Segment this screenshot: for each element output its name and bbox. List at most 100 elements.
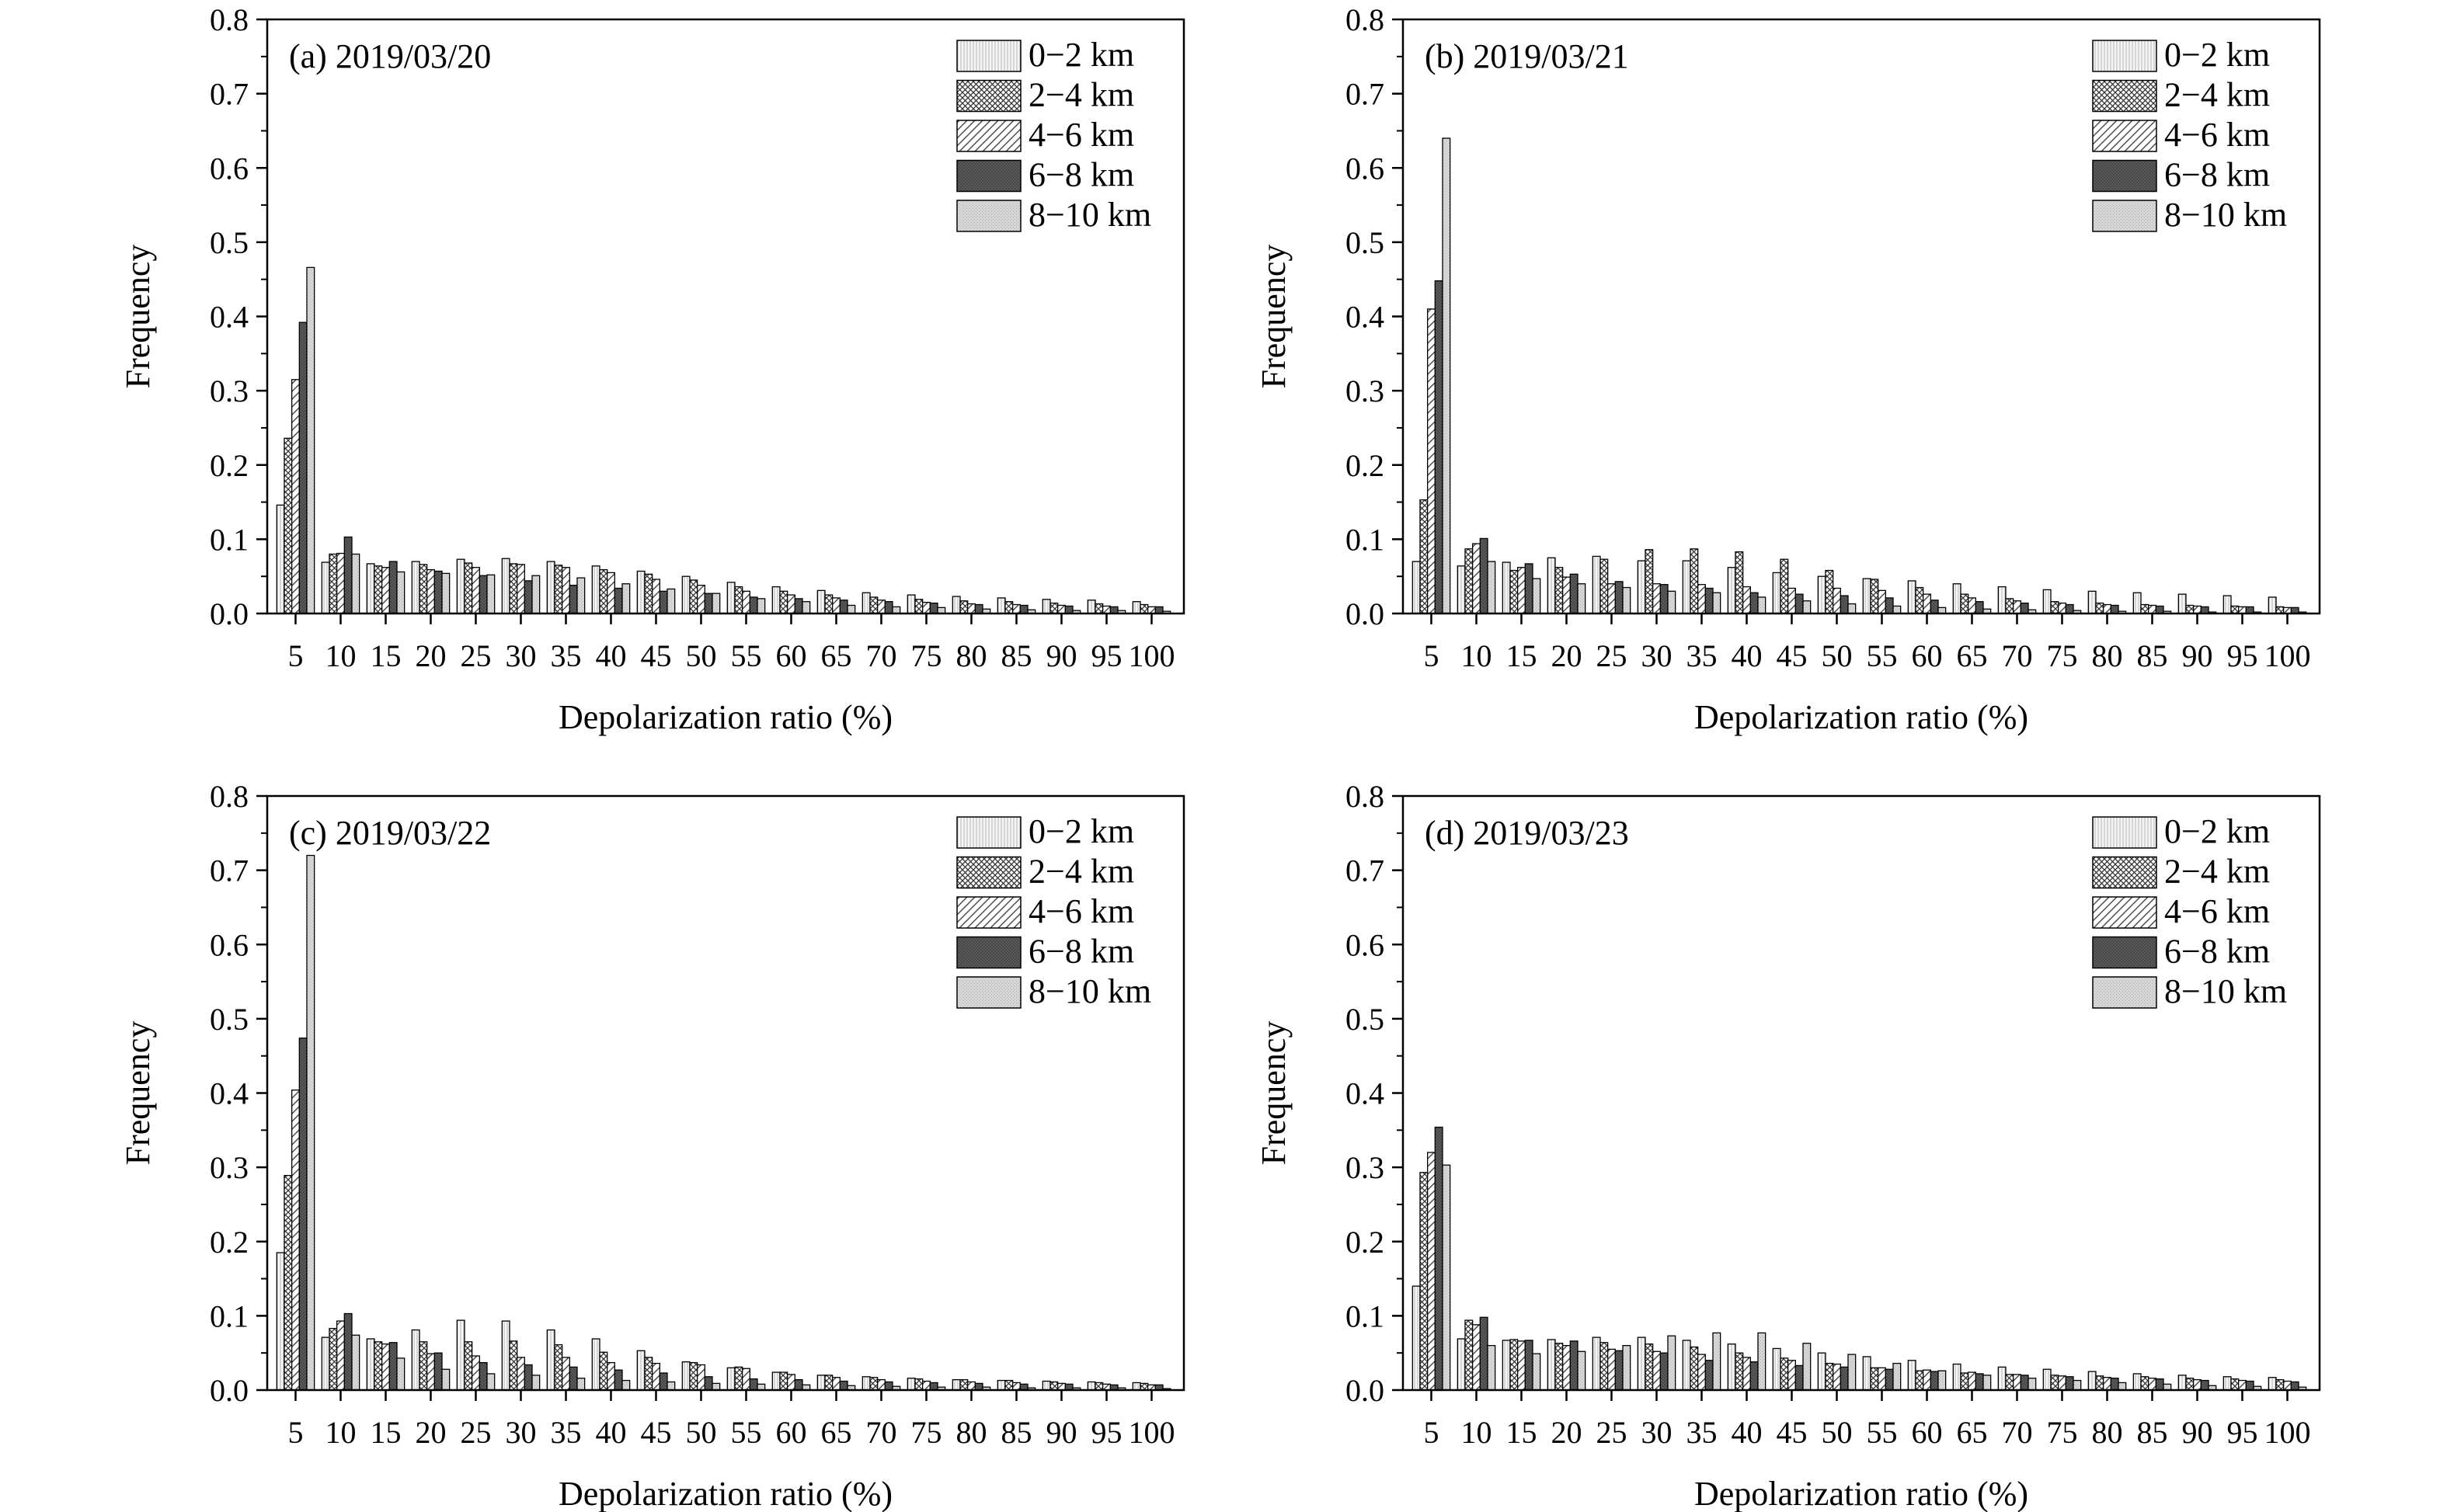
bar-3-30 — [1652, 1350, 1661, 1391]
bar-2-100 — [1140, 1382, 1149, 1391]
bar-1-100 — [1132, 1382, 1141, 1391]
bar-1-60 — [1907, 580, 1916, 614]
bar-3-85 — [2147, 604, 2156, 614]
legend-swatch — [956, 896, 1022, 929]
bar-2-5 — [284, 437, 293, 614]
bar-2-95 — [1095, 1382, 1104, 1391]
bar-1-55 — [1862, 1356, 1871, 1391]
y-tick-label: 0.1 — [1345, 1298, 1384, 1333]
bar-1-55 — [1862, 578, 1871, 614]
legend-swatch — [956, 40, 1022, 72]
bar-5-65 — [1982, 1375, 1992, 1391]
bar-4-20 — [433, 1352, 443, 1391]
bar-1-80 — [2087, 590, 2097, 614]
bars — [1411, 137, 2307, 614]
bar-5-45 — [1802, 1343, 1812, 1391]
bar-2-30 — [1645, 549, 1654, 614]
bar-4-5 — [1434, 280, 1443, 614]
bar-4-40 — [1749, 592, 1759, 614]
bar-5-45 — [667, 588, 676, 614]
legend-label: 4−6 km — [2164, 116, 2270, 154]
bar-4-80 — [974, 1382, 983, 1391]
bar-3-5 — [1427, 308, 1436, 614]
bar-2-75 — [914, 1378, 924, 1391]
x-tick-label: 50 — [1821, 638, 1852, 673]
x-tick-label: 10 — [325, 638, 356, 673]
bar-5-70 — [892, 606, 901, 614]
x-tick-label: 55 — [730, 1415, 761, 1450]
bar-2-90 — [1049, 602, 1059, 614]
bar-3-65 — [1967, 597, 1976, 614]
bar-3-70 — [2012, 1374, 2021, 1391]
bar-2-10 — [329, 553, 338, 614]
bar-3-40 — [607, 1361, 615, 1391]
x-tick-label: 45 — [1776, 1415, 1807, 1450]
bar-1-35 — [546, 1329, 555, 1391]
bar-2-10 — [329, 1327, 338, 1391]
bar-3-75 — [922, 1380, 931, 1391]
legend-label: 0−2 km — [1029, 812, 1134, 850]
bar-1-10 — [1457, 1338, 1466, 1391]
bar-3-45 — [1787, 1360, 1796, 1391]
bar-4-50 — [704, 1376, 713, 1391]
y-tick-label: 0.2 — [1345, 448, 1384, 483]
bar-4-95 — [2245, 1380, 2254, 1391]
bar-5-20 — [441, 572, 451, 614]
bar-3-5 — [291, 379, 300, 614]
bar-1-50 — [681, 1361, 691, 1391]
bar-4-45 — [1794, 1364, 1804, 1391]
bar-3-20 — [426, 1353, 435, 1391]
bar-5-35 — [576, 577, 586, 614]
x-tick-label: 85 — [1001, 1415, 1032, 1450]
bar-2-70 — [2005, 1374, 2014, 1391]
bar-5-10 — [1487, 561, 1496, 614]
bar-4-45 — [659, 590, 668, 614]
bar-1-65 — [1952, 1363, 1961, 1391]
x-tick-label: 75 — [2046, 1415, 2077, 1450]
bar-3-5 — [291, 1090, 300, 1391]
bar-2-90 — [2185, 1378, 2195, 1391]
bar-1-60 — [771, 586, 781, 614]
x-tick-label: 100 — [1128, 1415, 1175, 1450]
x-tick-label: 35 — [550, 638, 581, 673]
bar-2-20 — [419, 564, 428, 614]
legend-label: 0−2 km — [2164, 36, 2270, 74]
bar-2-20 — [1554, 567, 1564, 614]
bar-5-25 — [486, 1373, 496, 1391]
bar-1-15 — [1502, 561, 1511, 614]
bar-4-10 — [1479, 1316, 1488, 1391]
bar-3-5 — [1427, 1152, 1436, 1391]
bar-1-15 — [1502, 1340, 1511, 1391]
bar-3-55 — [742, 590, 750, 614]
panel-label: (d) 2019/03/23 — [1425, 814, 1629, 852]
bar-5-55 — [757, 598, 766, 614]
bar-4-35 — [569, 585, 578, 614]
bar-4-60 — [794, 598, 803, 614]
bar-3-55 — [742, 1368, 750, 1391]
bar-5-55 — [1892, 605, 1902, 614]
legend-swatch — [2092, 120, 2157, 152]
panel-label: (b) 2019/03/21 — [1425, 37, 1629, 75]
x-tick-label: 80 — [2091, 638, 2122, 673]
bar-3-80 — [967, 1381, 976, 1391]
x-tick-label: 60 — [1911, 638, 1942, 673]
bar-3-70 — [877, 600, 886, 614]
x-tick-label: 10 — [1460, 1415, 1492, 1450]
bar-4-40 — [614, 587, 623, 614]
bar-3-90 — [1057, 604, 1066, 614]
bar-4-75 — [929, 602, 938, 614]
bar-4-60 — [1930, 1371, 1939, 1391]
bar-5-10 — [351, 553, 360, 614]
y-tick-label: 0.4 — [1345, 1076, 1384, 1111]
bar-5-25 — [1622, 586, 1631, 614]
bar-1-40 — [591, 565, 600, 614]
x-tick-label: 25 — [1596, 1415, 1627, 1450]
bar-1-10 — [1457, 565, 1466, 614]
bar-3-55 — [1877, 589, 1886, 614]
y-tick-label: 0.3 — [210, 374, 249, 408]
bar-5-35 — [1712, 1332, 1721, 1391]
x-tick-label: 25 — [460, 638, 491, 673]
bar-1-25 — [1592, 555, 1601, 614]
legend-label: 6−8 km — [2164, 156, 2270, 194]
bar-5-5 — [1442, 1164, 1451, 1391]
